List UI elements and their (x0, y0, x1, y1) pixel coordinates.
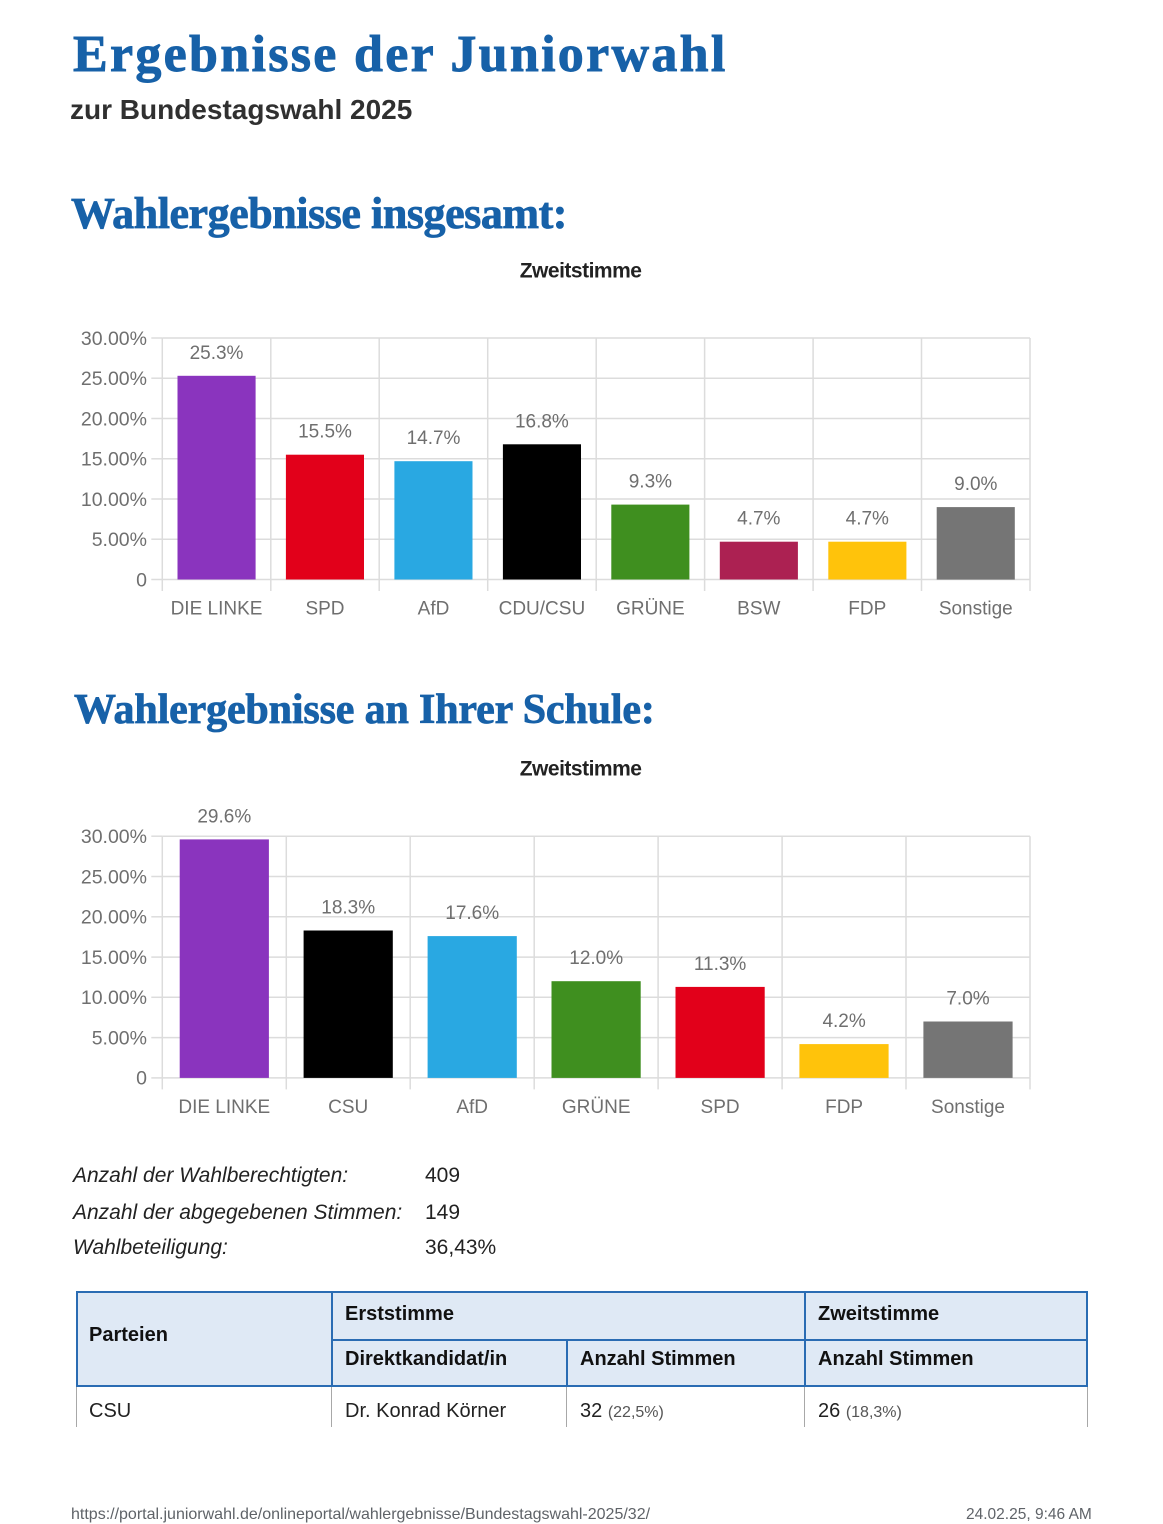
svg-text:16.8%: 16.8% (515, 411, 569, 432)
svg-text:DIE LINKE: DIE LINKE (171, 599, 263, 620)
svg-text:Zweitstimme: Zweitstimme (520, 260, 642, 283)
svg-text:4.7%: 4.7% (846, 509, 889, 530)
svg-text:10.00%: 10.00% (81, 987, 147, 1009)
svg-text:AfD: AfD (418, 599, 450, 620)
svg-text:15.5%: 15.5% (298, 422, 352, 443)
svg-text:10.00%: 10.00% (81, 489, 147, 511)
svg-text:14.7%: 14.7% (407, 428, 461, 449)
svg-text:DIE LINKE: DIE LINKE (178, 1097, 270, 1118)
svg-text:5.00%: 5.00% (92, 529, 147, 551)
svg-text:0: 0 (136, 1068, 147, 1090)
svg-text:CDU/CSU: CDU/CSU (499, 599, 586, 620)
svg-text:4.7%: 4.7% (737, 509, 780, 530)
svg-text:20.00%: 20.00% (81, 408, 147, 430)
svg-text:25.00%: 25.00% (81, 368, 147, 390)
svg-text:Zweitstimme: Zweitstimme (520, 757, 642, 780)
svg-text:SPD: SPD (701, 1097, 740, 1118)
svg-text:CSU: CSU (328, 1097, 368, 1118)
svg-text:AfD: AfD (456, 1097, 488, 1118)
svg-text:12.0%: 12.0% (569, 948, 623, 969)
svg-text:GRÜNE: GRÜNE (562, 1097, 631, 1118)
svg-text:FDP: FDP (825, 1097, 863, 1118)
svg-text:30.00%: 30.00% (81, 328, 147, 350)
svg-text:25.00%: 25.00% (81, 866, 147, 888)
svg-text:15.00%: 15.00% (81, 449, 147, 471)
svg-text:SPD: SPD (305, 599, 344, 620)
svg-text:15.00%: 15.00% (81, 947, 147, 969)
svg-text:5.00%: 5.00% (92, 1027, 147, 1049)
svg-text:Sonstige: Sonstige (939, 599, 1013, 620)
svg-text:25.3%: 25.3% (190, 343, 244, 364)
svg-text:17.6%: 17.6% (445, 903, 499, 924)
svg-text:29.6%: 29.6% (197, 806, 251, 827)
svg-text:GRÜNE: GRÜNE (616, 599, 685, 620)
svg-text:20.00%: 20.00% (81, 907, 147, 929)
svg-text:11.3%: 11.3% (694, 954, 747, 975)
svg-text:18.3%: 18.3% (321, 898, 375, 919)
svg-text:9.3%: 9.3% (629, 472, 672, 493)
svg-text:Sonstige: Sonstige (931, 1097, 1005, 1118)
svg-text:4.2%: 4.2% (822, 1011, 865, 1032)
svg-text:9.0%: 9.0% (954, 474, 997, 495)
svg-text:FDP: FDP (848, 599, 886, 620)
svg-text:0: 0 (136, 569, 147, 591)
svg-text:7.0%: 7.0% (946, 989, 989, 1010)
svg-text:30.00%: 30.00% (81, 826, 147, 848)
svg-text:BSW: BSW (737, 599, 780, 620)
